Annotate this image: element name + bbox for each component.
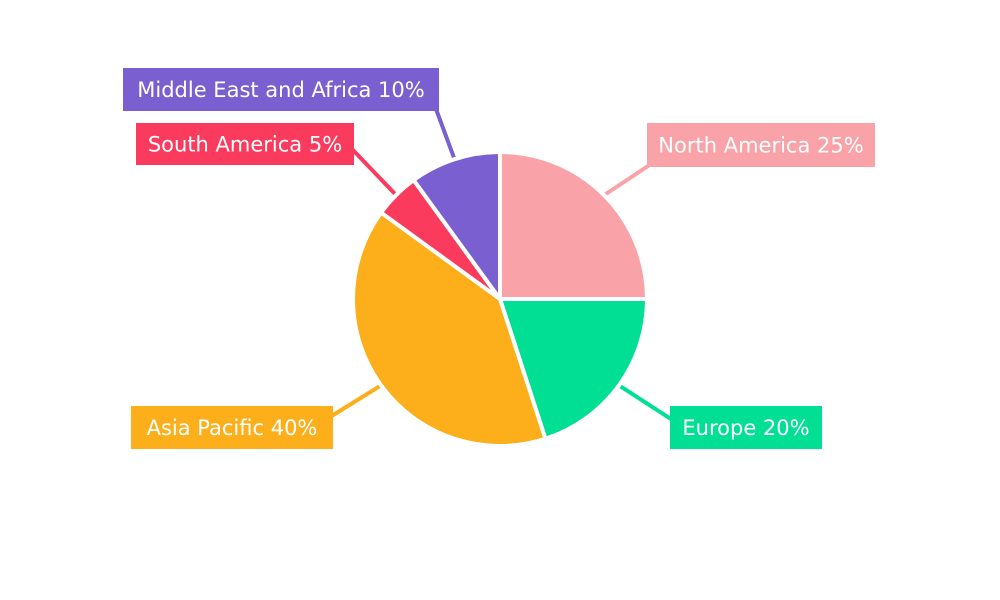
pie-slice-north-america[interactable]: [498, 150, 649, 301]
callout-box-south-america: [136, 123, 354, 165]
callout-line-south-america: [350, 147, 399, 198]
callout-box-asia-pacific: [131, 406, 333, 449]
pie-slice-asia-pacific[interactable]: [351, 210, 548, 448]
callout-box-north-america: [647, 123, 875, 167]
pie-slices: [351, 150, 649, 448]
callout-text-north-america: North America 25%: [658, 134, 863, 158]
callout-text-south-america: South America 5%: [148, 133, 342, 157]
callout-line-asia-pacific: [328, 383, 383, 419]
callout-labels: North America 25% Europe 20% Asia Pacific …: [123, 68, 875, 449]
callout-text-middle-east-and-africa: Middle East and Africa 10%: [137, 78, 424, 102]
callout-box-middle-east-and-africa: [123, 68, 439, 111]
callout-text-asia-pacific: Asia Pacific 40%: [147, 416, 318, 440]
pie-slice-europe[interactable]: [498, 297, 649, 441]
callout-box-europe: [670, 406, 822, 449]
callout-line-north-america: [602, 162, 653, 198]
pie-slice-middle-east-and-africa[interactable]: [411, 150, 502, 301]
callout-line-middle-east-and-africa: [434, 108, 457, 161]
callout-line-europe: [617, 383, 676, 423]
callout-leader-lines: [328, 108, 676, 423]
callout-text-europe: Europe 20%: [682, 416, 809, 440]
